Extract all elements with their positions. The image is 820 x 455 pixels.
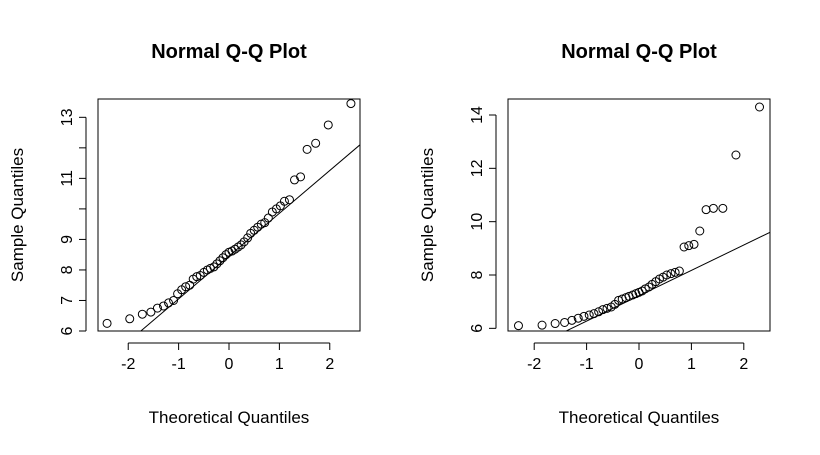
x-axis-title: Theoretical Quantiles (149, 408, 310, 427)
data-point (567, 315, 577, 325)
qq-reference-line (140, 144, 360, 331)
data-point (209, 262, 219, 272)
data-point (550, 319, 560, 329)
data-point (159, 301, 168, 311)
plot-title: Normal Q-Q Plot (561, 41, 717, 63)
y-tick-label: 13 (59, 108, 76, 126)
x-tick-label: 0 (225, 356, 234, 373)
data-point (598, 305, 608, 315)
x-tick-label: -1 (579, 356, 593, 373)
y-tick-label: 10 (469, 213, 486, 231)
data-point (164, 298, 174, 308)
data-point (679, 242, 689, 252)
data-point (125, 314, 135, 324)
data-point (290, 175, 299, 185)
data-point (695, 226, 705, 236)
data-point (594, 307, 604, 317)
plot-frame (507, 98, 771, 332)
data-point (181, 282, 191, 292)
data-point (218, 253, 228, 263)
y-axis-title: Sample Quantiles (8, 148, 27, 282)
qq-plot-2: Normal Q-Q Plot-2 -1 0 1 268101214Theoretica… (418, 41, 771, 427)
data-point (674, 266, 684, 276)
data-point (755, 102, 765, 112)
y-axis-title: Sample Quantiles (418, 148, 437, 282)
y-tick-label: 8 (469, 270, 486, 279)
data-point (718, 203, 728, 213)
y-tick-label: 14 (469, 106, 486, 124)
data-point (560, 317, 570, 327)
plot-title: Normal Q-Q Plot (151, 41, 307, 63)
data-point (708, 203, 718, 213)
data-point (573, 313, 583, 323)
data-point (666, 269, 676, 279)
data-point (346, 99, 356, 109)
data-point (146, 307, 156, 317)
data-point (602, 303, 612, 313)
qq-plot-1: Normal Q-Q Plot -2 -1 0 1 2 6 7 8 9 11 13 Theoretica… (8, 41, 361, 427)
data-point (230, 244, 240, 254)
x-tick-label: 1 (687, 356, 696, 373)
data-point (284, 195, 294, 205)
x-tick-label: -2 (527, 356, 541, 373)
data-point (215, 256, 225, 266)
data-point (169, 295, 179, 305)
y-tick-label: 6 (469, 324, 486, 333)
data-point (662, 270, 672, 280)
data-point (102, 318, 112, 328)
y-tick-label: 11 (59, 170, 76, 187)
data-point (279, 196, 289, 206)
qq-reference-line (565, 231, 770, 331)
x-tick-label: 0 (635, 356, 644, 373)
x-tick-label: -2 (121, 356, 135, 373)
data-point (537, 320, 547, 330)
x-tick-label: 2 (739, 356, 748, 373)
data-point (233, 242, 243, 252)
x-axis-title: Theoretical Quantiles (559, 408, 720, 427)
data-point (296, 172, 306, 182)
data-point (513, 321, 523, 331)
data-point (589, 309, 599, 319)
data-point (236, 240, 246, 250)
data-point (584, 310, 594, 320)
data-point (684, 241, 694, 251)
data-point (323, 120, 333, 130)
data-point (302, 144, 312, 154)
data-point (137, 309, 147, 319)
data-point (243, 233, 253, 243)
data-point (311, 138, 321, 148)
y-tick-label: 7 (59, 296, 76, 305)
data-point (689, 239, 699, 249)
data-point (731, 150, 741, 160)
data-point (637, 286, 647, 296)
y-tick-label: 9 (59, 235, 76, 244)
plot-frame (97, 98, 361, 332)
y-tick-label: 8 (59, 265, 76, 274)
data-point (263, 213, 273, 223)
data-point (152, 303, 162, 313)
data-point (701, 205, 711, 215)
data-point (212, 259, 222, 269)
y-tick-label: 12 (469, 159, 486, 177)
data-point (644, 282, 654, 292)
data-point (670, 267, 680, 277)
x-tick-label: -1 (171, 356, 185, 373)
x-tick-label: 2 (325, 356, 334, 373)
y-tick-label: 6 (59, 326, 76, 335)
data-point (579, 311, 589, 321)
x-tick-label: 1 (275, 356, 284, 373)
